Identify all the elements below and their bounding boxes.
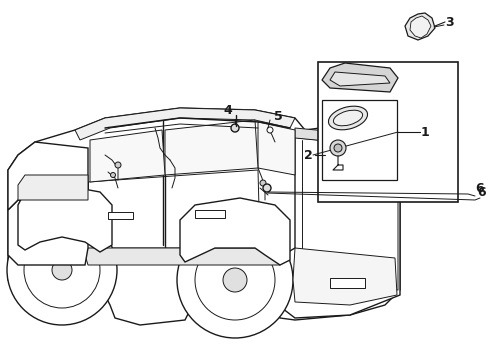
Bar (330, 278, 365, 288)
Circle shape (330, 140, 346, 156)
Circle shape (267, 127, 273, 133)
Bar (195, 210, 225, 218)
Polygon shape (18, 185, 112, 252)
Circle shape (24, 232, 100, 308)
Text: 6: 6 (478, 185, 486, 198)
Text: 3: 3 (446, 15, 454, 28)
Text: 1: 1 (420, 126, 429, 139)
Polygon shape (165, 120, 258, 175)
Bar (108, 212, 133, 219)
Circle shape (263, 184, 271, 192)
Polygon shape (90, 130, 165, 182)
Circle shape (223, 268, 247, 292)
Polygon shape (18, 175, 88, 200)
Polygon shape (8, 200, 88, 265)
Circle shape (52, 260, 72, 280)
Polygon shape (258, 122, 295, 175)
Polygon shape (8, 108, 400, 325)
Text: 6: 6 (476, 181, 484, 194)
Polygon shape (180, 198, 290, 265)
Circle shape (111, 172, 116, 177)
Circle shape (195, 240, 275, 320)
Text: 4: 4 (223, 104, 232, 117)
Polygon shape (75, 108, 295, 140)
Text: 5: 5 (273, 109, 282, 122)
Text: 2: 2 (304, 149, 313, 162)
Polygon shape (410, 16, 431, 38)
Circle shape (231, 124, 239, 132)
Ellipse shape (328, 106, 368, 130)
Polygon shape (8, 142, 88, 210)
Polygon shape (295, 128, 400, 148)
Bar (318, 62, 458, 202)
Circle shape (334, 144, 342, 152)
Polygon shape (330, 72, 390, 86)
Polygon shape (405, 13, 435, 40)
Circle shape (177, 222, 293, 338)
Polygon shape (322, 63, 398, 92)
Polygon shape (85, 248, 280, 265)
Polygon shape (278, 130, 400, 318)
Polygon shape (293, 248, 397, 305)
Ellipse shape (333, 110, 363, 126)
Bar (322, 100, 397, 180)
Circle shape (7, 215, 117, 325)
Circle shape (115, 162, 121, 168)
Circle shape (260, 180, 266, 186)
